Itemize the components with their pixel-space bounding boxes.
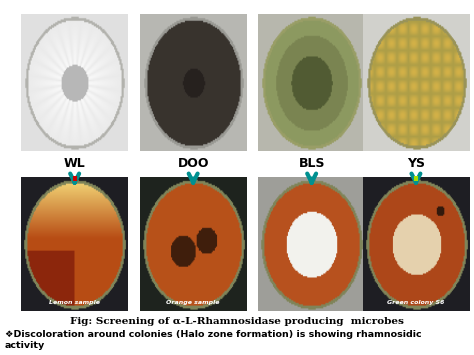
Text: Lemon sample: Lemon sample	[49, 300, 100, 305]
Text: BLS: BLS	[299, 157, 325, 170]
Text: YS: YS	[407, 157, 425, 170]
Text: DOO: DOO	[177, 157, 209, 170]
Text: Fig: Screening of α-L-Rhamnosidase producing  microbes: Fig: Screening of α-L-Rhamnosidase produ…	[70, 317, 404, 326]
Text: ❖Discoloration around colonies (Halo zone formation) is showing rhamnosidic: ❖Discoloration around colonies (Halo zon…	[5, 330, 421, 339]
Text: WL: WL	[64, 157, 85, 170]
Text: Green colony S6: Green colony S6	[387, 300, 445, 305]
Text: Orange sample: Orange sample	[166, 300, 220, 305]
Text: activity: activity	[5, 341, 45, 350]
